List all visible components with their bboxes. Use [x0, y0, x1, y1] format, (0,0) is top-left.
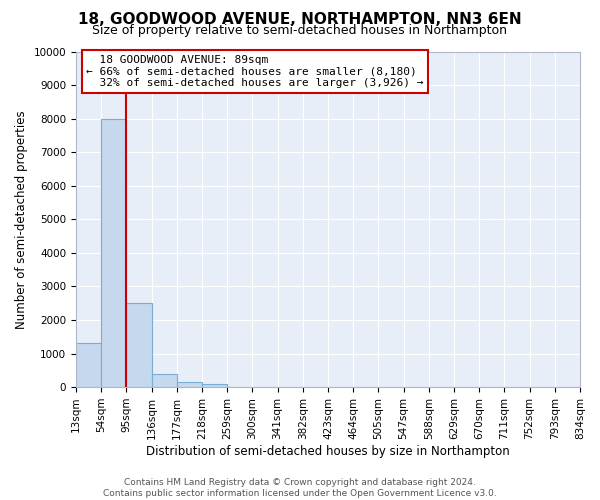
Bar — [76, 344, 101, 387]
Text: 18 GOODWOOD AVENUE: 89sqm
← 66% of semi-detached houses are smaller (8,180)
  32: 18 GOODWOOD AVENUE: 89sqm ← 66% of semi-… — [86, 55, 424, 88]
Bar — [177, 382, 202, 387]
Bar — [152, 374, 177, 387]
Bar — [127, 303, 152, 387]
Text: 18, GOODWOOD AVENUE, NORTHAMPTON, NN3 6EN: 18, GOODWOOD AVENUE, NORTHAMPTON, NN3 6E… — [78, 12, 522, 28]
Bar — [101, 118, 127, 387]
Bar — [202, 384, 227, 387]
Text: Contains HM Land Registry data © Crown copyright and database right 2024.
Contai: Contains HM Land Registry data © Crown c… — [103, 478, 497, 498]
Text: Size of property relative to semi-detached houses in Northampton: Size of property relative to semi-detach… — [92, 24, 508, 37]
Y-axis label: Number of semi-detached properties: Number of semi-detached properties — [15, 110, 28, 328]
X-axis label: Distribution of semi-detached houses by size in Northampton: Distribution of semi-detached houses by … — [146, 444, 510, 458]
